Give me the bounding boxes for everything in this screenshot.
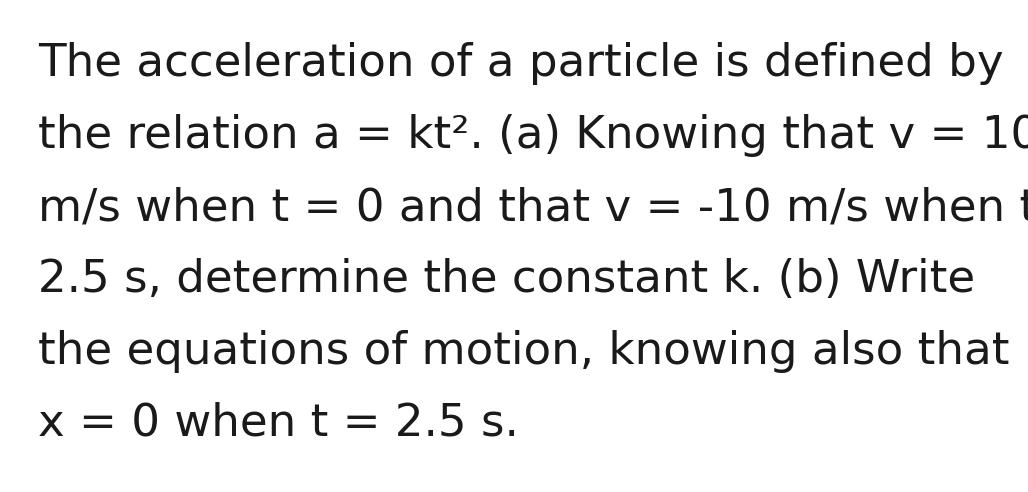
Text: the relation a = kt². (a) Knowing that v = 10: the relation a = kt². (a) Knowing that v…: [38, 114, 1028, 157]
Text: m/s when t = 0 and that v = -10 m/s when t =: m/s when t = 0 and that v = -10 m/s when…: [38, 186, 1028, 229]
Text: x = 0 when t = 2.5 s.: x = 0 when t = 2.5 s.: [38, 402, 519, 445]
Text: 2.5 s, determine the constant k. (b) Write: 2.5 s, determine the constant k. (b) Wri…: [38, 258, 976, 301]
Text: The acceleration of a particle is defined by: The acceleration of a particle is define…: [38, 42, 1003, 85]
Text: the equations of motion, knowing also that: the equations of motion, knowing also th…: [38, 330, 1009, 373]
